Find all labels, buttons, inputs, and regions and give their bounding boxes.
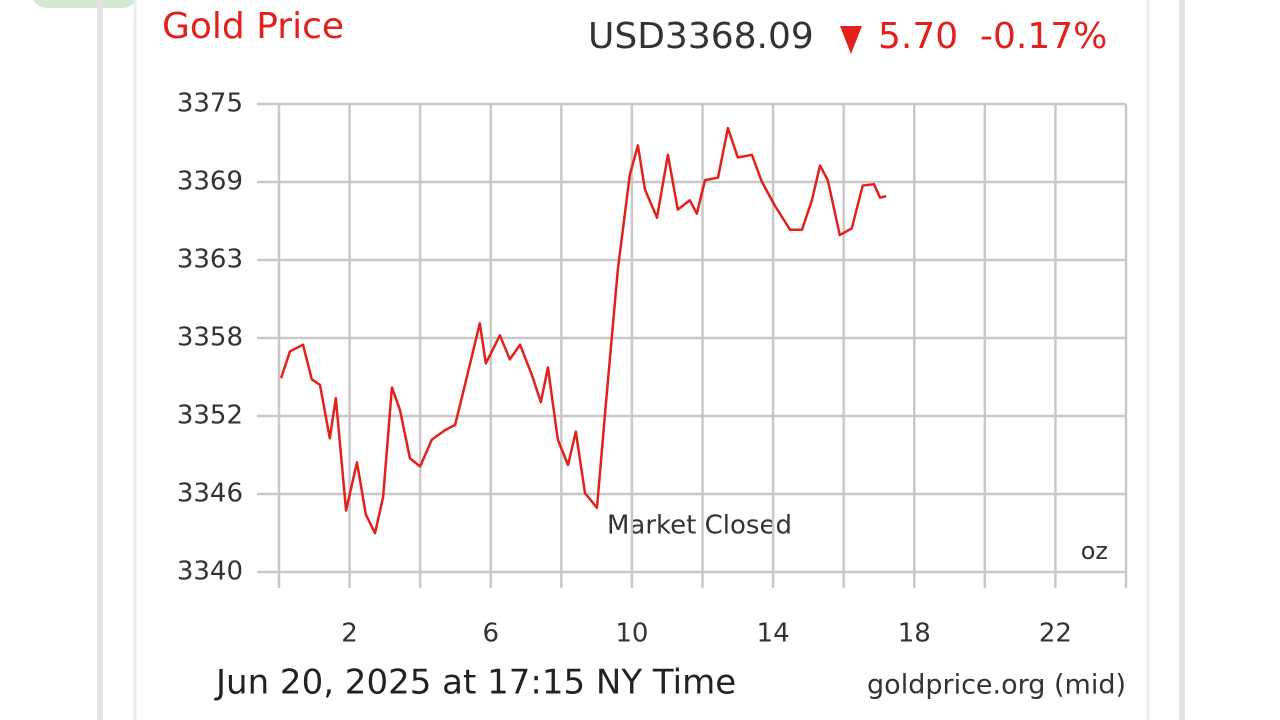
- chart-title: Gold Price: [162, 6, 344, 47]
- y-tick-label: 3369: [177, 166, 243, 196]
- price-line: [279, 126, 887, 535]
- source: goldprice.org (mid): [867, 670, 1126, 701]
- y-tick-label: 3358: [177, 323, 243, 353]
- price: USD3368.09: [588, 16, 814, 57]
- down-arrow: [840, 26, 862, 54]
- change-percent: -0.17%: [980, 16, 1107, 57]
- y-tick-label: 3352: [177, 400, 243, 430]
- y-tick-label: 3363: [177, 245, 243, 275]
- button-fragment: [33, 0, 137, 8]
- x-tick-label: 14: [757, 619, 790, 649]
- x-tick-label: 22: [1039, 619, 1072, 649]
- x-tick-label: 10: [615, 619, 648, 649]
- x-tick-label: 6: [482, 619, 499, 649]
- unit: oz: [1081, 537, 1108, 565]
- annotation: Market Closed: [607, 511, 792, 541]
- change: 5.70: [878, 16, 958, 57]
- x-tick-label: 2: [341, 619, 358, 649]
- y-tick-label: 3346: [177, 479, 243, 509]
- card: [133, 0, 1150, 720]
- outer-panel: [97, 0, 1185, 720]
- y-tick-label: 3375: [177, 89, 243, 119]
- x-tick-label: 18: [898, 619, 931, 649]
- y-tick-label: 3340: [177, 557, 243, 587]
- timestamp: Jun 20, 2025 at 17:15 NY Time: [214, 663, 736, 703]
